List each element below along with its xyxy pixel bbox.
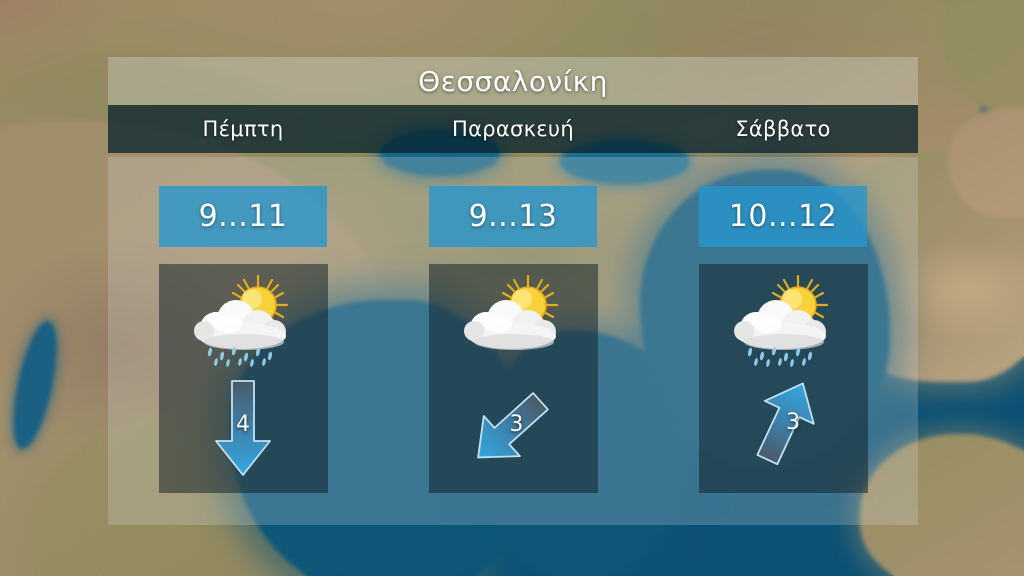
temperature-badge-1: 9...13 bbox=[429, 186, 597, 247]
icon-panel-2: 3 bbox=[698, 264, 868, 493]
day-header-bar: Πέμπτη Παρασκευή Σάββατο bbox=[108, 105, 918, 153]
temperature-range-0: 9...11 bbox=[198, 199, 288, 234]
icon-panel-1: 3 bbox=[428, 264, 598, 493]
forecast-columns: 9...11 bbox=[108, 157, 918, 525]
temperature-badge-0: 9...11 bbox=[159, 186, 327, 247]
icon-panel-0: 4 bbox=[158, 264, 328, 493]
day-label-0: Πέμπτη bbox=[202, 117, 284, 141]
cloud-shape bbox=[734, 300, 826, 350]
day-header-cell-1[interactable]: Παρασκευή bbox=[378, 105, 648, 153]
page-title: Θεσσαλονίκη bbox=[418, 64, 608, 98]
cloud-shape bbox=[464, 300, 556, 350]
sun-behind-cloud-icon bbox=[464, 274, 559, 350]
forecast-column-2[interactable]: 10...12 bbox=[648, 157, 918, 525]
temperature-range-1: 9...13 bbox=[468, 199, 558, 234]
wind-arrow-northwest-icon bbox=[756, 382, 815, 466]
temperature-range-2: 10...12 bbox=[728, 199, 838, 234]
day-header-cell-0[interactable]: Πέμπτη bbox=[108, 105, 378, 153]
wind-arrow-southwest-icon bbox=[477, 392, 549, 459]
rain-drops bbox=[207, 346, 273, 367]
forecast-column-0[interactable]: 9...11 bbox=[108, 157, 378, 525]
day-label-2: Σάββατο bbox=[735, 117, 831, 141]
forecast-column-1[interactable]: 9...13 bbox=[378, 157, 648, 525]
wind-arrow-south-icon bbox=[215, 380, 271, 476]
temperature-badge-2: 10...12 bbox=[699, 186, 867, 247]
cloud-shape bbox=[194, 300, 286, 350]
title-bar: Θεσσαλονίκη bbox=[108, 57, 918, 105]
rain-drops bbox=[747, 346, 813, 367]
sun-behind-cloud-rain-icon bbox=[194, 274, 289, 367]
day-label-1: Παρασκευή bbox=[451, 117, 574, 141]
sun-behind-cloud-rain-icon bbox=[734, 274, 829, 367]
day-header-cell-2[interactable]: Σάββατο bbox=[648, 105, 918, 153]
